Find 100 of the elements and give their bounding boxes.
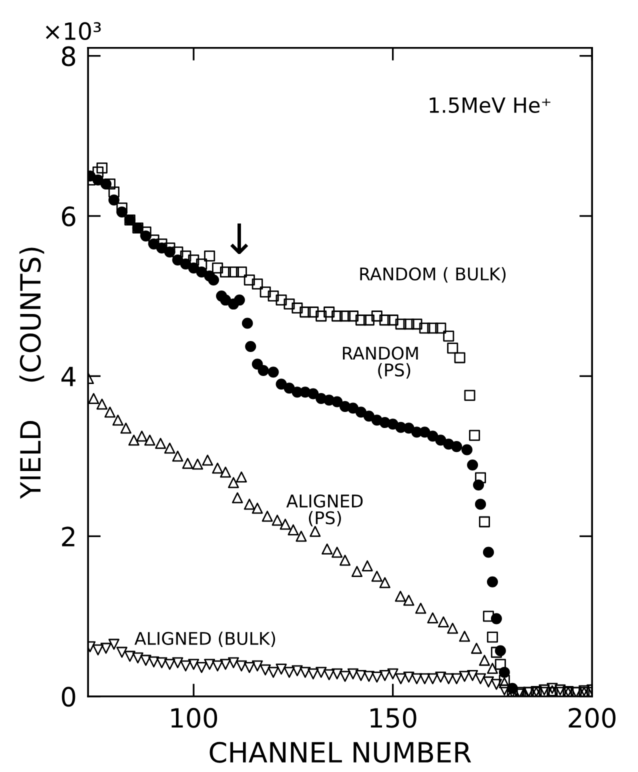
point [202, 454, 214, 466]
point [415, 602, 426, 614]
point [212, 462, 224, 474]
point [228, 477, 239, 488]
point [148, 238, 160, 250]
point [355, 406, 366, 418]
point [403, 594, 414, 606]
point [284, 382, 295, 394]
point [498, 677, 510, 688]
x-tick-label: 200 [568, 708, 616, 728]
point [236, 471, 247, 482]
point [234, 294, 245, 306]
point [340, 554, 351, 566]
point [332, 546, 343, 558]
point [379, 577, 390, 588]
point [108, 194, 120, 206]
point [164, 442, 176, 454]
point [427, 612, 438, 624]
point [474, 498, 486, 510]
point [490, 613, 502, 624]
point [92, 174, 104, 186]
y-tick-label: 0 [62, 686, 76, 707]
point [136, 430, 148, 442]
point [280, 518, 291, 530]
point [192, 458, 204, 470]
point [100, 178, 112, 190]
point [451, 441, 462, 452]
point [394, 590, 406, 602]
point [471, 642, 482, 654]
point [351, 566, 362, 577]
point [252, 358, 263, 370]
x-tick-label: 100 [171, 708, 218, 728]
point [461, 444, 472, 456]
point [478, 654, 490, 666]
series-label: RANDOM (PS) [342, 346, 418, 379]
point [88, 393, 100, 404]
point [467, 459, 478, 470]
text: 1.5MeV He⁺ [430, 98, 550, 114]
point [258, 364, 269, 376]
point [332, 396, 343, 408]
point [144, 434, 156, 446]
point [322, 544, 333, 555]
x-axis-title: CHANNEL NUMBER [210, 742, 472, 763]
point [96, 398, 108, 410]
x-tick-label: 150 [370, 708, 416, 728]
point [180, 258, 192, 270]
point [363, 410, 374, 422]
y-tick-label: 8 [62, 46, 76, 66]
point [435, 434, 446, 446]
point [362, 560, 373, 572]
series-label: RANDOM ( BULK) [360, 267, 506, 283]
point [172, 450, 184, 462]
point [371, 570, 382, 582]
point [459, 630, 470, 642]
point [220, 466, 232, 478]
series-label: ALIGNED (BULK) [134, 632, 276, 648]
point [473, 479, 484, 490]
point [308, 388, 319, 400]
point [486, 662, 498, 674]
y-tick-label: 2 [62, 526, 74, 546]
point [498, 666, 510, 678]
point [447, 622, 458, 634]
point [419, 426, 430, 438]
y-tick-label: 6 [62, 206, 76, 226]
point [104, 406, 116, 418]
point [403, 422, 414, 434]
point [242, 318, 253, 329]
annotation: ↓ [230, 224, 248, 254]
point [182, 458, 194, 469]
point [288, 524, 299, 536]
point [268, 366, 279, 378]
point [232, 492, 243, 504]
point [196, 266, 208, 278]
point [140, 230, 152, 242]
point [438, 616, 449, 628]
point [310, 526, 321, 537]
point [252, 502, 263, 514]
point [120, 422, 132, 434]
point [156, 242, 168, 254]
point [164, 246, 176, 258]
point [482, 546, 494, 558]
text: ×10³ [46, 22, 101, 40]
point [128, 434, 140, 446]
point [208, 274, 220, 286]
point [116, 206, 128, 218]
point [494, 645, 506, 656]
point [155, 438, 166, 449]
point [262, 510, 273, 522]
point [276, 378, 287, 390]
point [245, 340, 256, 352]
point [244, 498, 255, 510]
point [272, 514, 283, 526]
series-label: ALIGNED (PS) [286, 494, 363, 526]
y-axis-title: YIELD (COUNTS) [19, 248, 44, 499]
point [347, 402, 359, 414]
point [172, 254, 184, 266]
point [427, 430, 438, 442]
point [112, 414, 124, 426]
point [188, 262, 200, 274]
point [296, 530, 307, 542]
